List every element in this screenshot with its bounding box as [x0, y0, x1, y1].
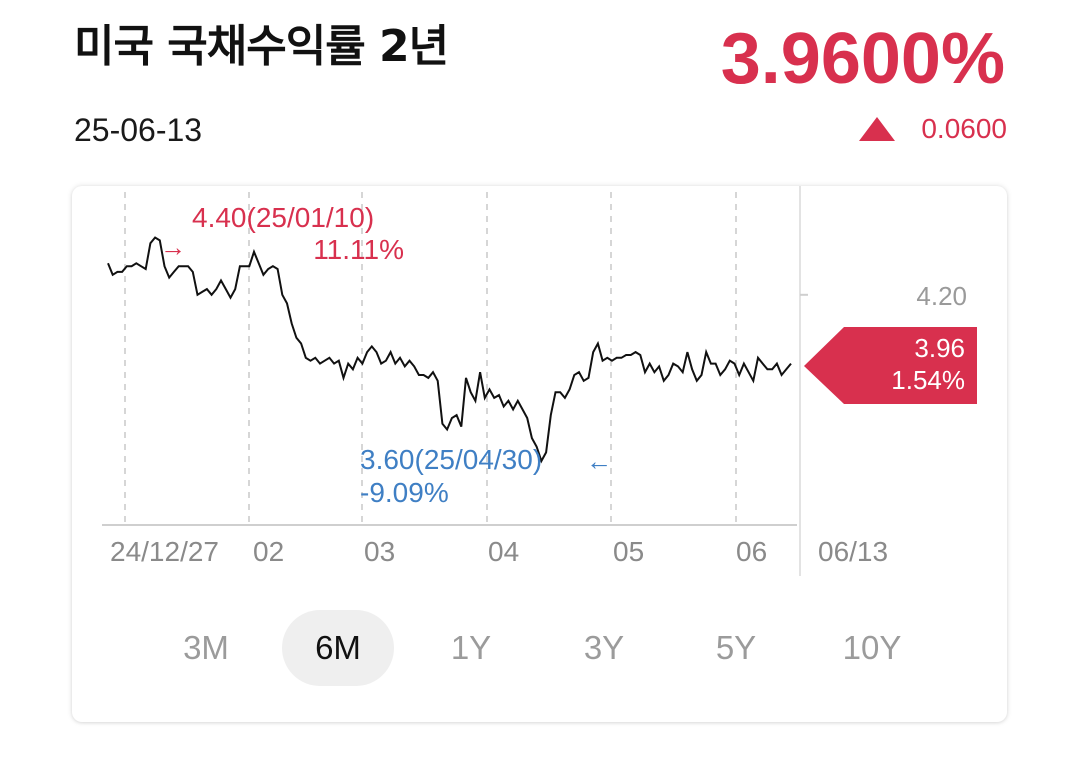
x-tick-label: 04: [488, 536, 519, 567]
period-tab-5y[interactable]: 5Y: [715, 629, 757, 666]
change-indicator: 0.0600: [859, 113, 1007, 145]
yield-series-line: [107, 236, 792, 464]
last-value-pct: 1.54%: [891, 365, 965, 395]
page-title: 미국 국채수익률 2년: [74, 21, 449, 72]
yield-line-chart: 24/12/27 02 03 04 05 06 06/13 4.20 4.40(25/01/…: [102, 186, 977, 576]
high-annotation-pct: 11.11%: [313, 234, 404, 265]
y-tick-label: 4.20: [916, 281, 967, 311]
period-tab-3m[interactable]: 3M: [183, 629, 229, 666]
change-value: 0.0600: [921, 113, 1007, 144]
y-axis-ticks: 4.20: [916, 281, 967, 311]
low-annotation-pct: -9.09%: [360, 477, 449, 508]
x-tick-label: 02: [253, 536, 284, 567]
period-tab-10y[interactable]: 10Y: [842, 629, 902, 666]
x-tick-label: 03: [364, 536, 395, 567]
arrow-left-icon: ←: [586, 446, 612, 476]
last-value-label: 3.96: [914, 333, 965, 363]
period-tab-1y[interactable]: 1Y: [450, 629, 492, 666]
last-value-badge-shape: [804, 327, 977, 404]
period-tab-6m[interactable]: 6M: [282, 610, 394, 686]
x-axis-ticks: 24/12/27 02 03 04 05 06 06/13: [110, 536, 888, 567]
x-tick-label: 05: [613, 536, 644, 567]
triangle-up-icon: [859, 117, 896, 141]
period-tab-3y[interactable]: 3Y: [583, 629, 625, 666]
x-tick-label: 06: [736, 536, 767, 567]
low-annotation-label: 3.60(25/04/30): [360, 444, 542, 475]
x-tick-label: 24/12/27: [110, 536, 219, 567]
period-selector: 3M 6M 1Y 3Y 5Y 10Y: [72, 610, 1007, 686]
chart-annotations: 4.40(25/01/10)11.11% → 3.60(25/04/30)-9.09…: [160, 202, 612, 508]
arrow-right-icon: →: [160, 232, 186, 262]
last-value-badge: 3.961.54%: [804, 327, 977, 404]
chart-grid: [102, 186, 808, 576]
quote-date: 25-06-13: [74, 112, 203, 148]
x-tick-label: 06/13: [818, 536, 888, 567]
current-yield: 3.9600%: [720, 19, 1005, 99]
chart-card: 24/12/27 02 03 04 05 06 06/13 4.20 4.40(25/01/…: [72, 186, 1007, 722]
high-annotation-label: 4.40(25/01/10): [192, 202, 374, 233]
